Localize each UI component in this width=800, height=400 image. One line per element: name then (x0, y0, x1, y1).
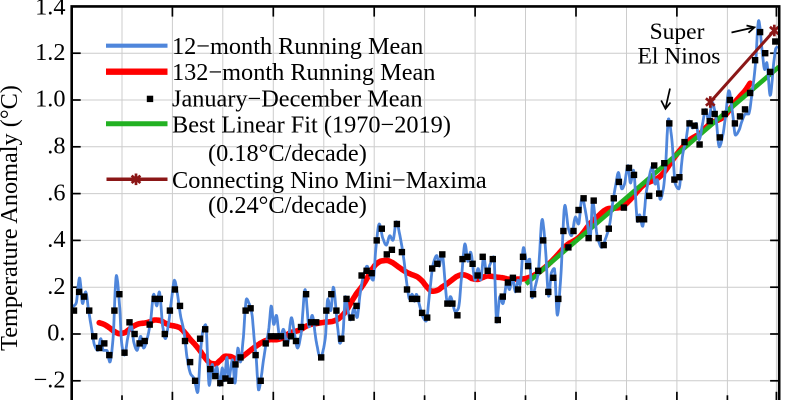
svg-text:Best Linear Fit (1970−2019): Best Linear Fit (1970−2019) (172, 111, 451, 138)
svg-text:Super: Super (650, 19, 705, 45)
svg-text:(0.18°C/decade): (0.18°C/decade) (208, 140, 367, 167)
svg-text:Connecting Nino Mini−Maxima: Connecting Nino Mini−Maxima (172, 167, 487, 194)
svg-text:1.2: 1.2 (35, 39, 65, 66)
svg-text:.4: .4 (47, 226, 65, 253)
svg-text:1.0: 1.0 (35, 86, 65, 113)
svg-text:1.4: 1.4 (35, 0, 65, 20)
svg-text:−.2: −.2 (34, 367, 66, 394)
svg-text:.8: .8 (47, 133, 65, 160)
svg-text:0.: 0. (47, 320, 65, 347)
svg-text:132−month Running Mean: 132−month Running Mean (172, 59, 435, 86)
svg-text:12−month Running Mean: 12−month Running Mean (172, 33, 423, 60)
svg-text:.2: .2 (47, 273, 65, 300)
svg-text:(0.24°C/decade): (0.24°C/decade) (208, 192, 367, 219)
svg-text:January−December Mean: January−December Mean (172, 85, 422, 112)
svg-text:.6: .6 (47, 179, 65, 206)
svg-text:El Ninos: El Ninos (638, 43, 721, 69)
svg-text:Temperature Anomaly (°C): Temperature Anomaly (°C) (0, 85, 23, 351)
